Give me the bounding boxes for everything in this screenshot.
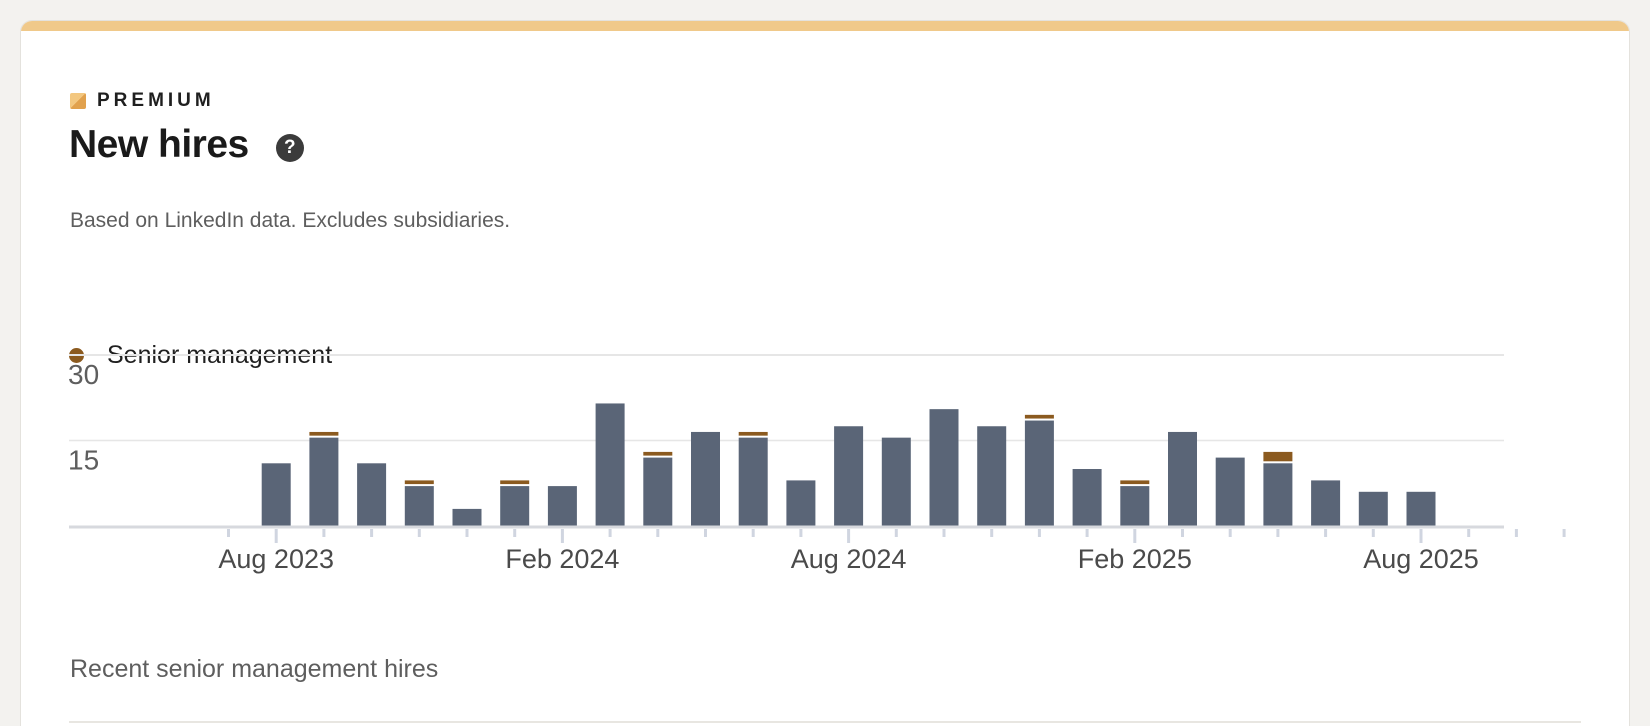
bar-all-hires — [1024, 420, 1054, 526]
bar-all-hires — [881, 437, 911, 526]
bar-senior-management — [738, 431, 768, 436]
recent-hires-section-title: Recent senior management hires — [70, 655, 439, 683]
bar-all-hires — [261, 463, 291, 526]
x-tick-label: Feb 2025 — [1078, 544, 1192, 574]
bar-all-hires — [1215, 457, 1245, 526]
bar-all-hires — [595, 403, 625, 526]
bar-all-hires — [1406, 491, 1436, 526]
bar-all-hires — [977, 426, 1007, 526]
bar-all-hires — [834, 426, 864, 526]
bar-all-hires — [738, 437, 768, 526]
bar-all-hires — [786, 480, 816, 526]
bar-all-hires — [452, 508, 482, 526]
bar-all-hires — [1358, 491, 1388, 526]
new-hires-bar-chart: 15 30 Aug 2023 Feb 2024 Aug 2024 Feb 2025 Aug … — [68, 354, 1566, 574]
x-tick-label: Aug 2023 — [218, 544, 334, 574]
bar-all-hires — [309, 437, 339, 526]
x-tick-label: Aug 2024 — [791, 544, 907, 574]
bar-senior-management — [643, 451, 673, 456]
bar-all-hires — [500, 486, 530, 526]
bar-all-hires — [1263, 463, 1293, 526]
bar-all-hires — [1168, 431, 1197, 526]
question-circle-icon[interactable]: ? — [275, 134, 304, 162]
card-title: New hires — [69, 123, 249, 166]
bar-senior-management — [1024, 414, 1054, 419]
card-subtitle: Based on LinkedIn data. Excludes subsidi… — [70, 209, 511, 232]
bar-all-hires — [357, 463, 387, 526]
bar-all-hires — [643, 457, 673, 526]
bar-all-hires — [1120, 486, 1150, 526]
bar-senior-management — [1263, 451, 1293, 462]
premium-badge: PREMIUM — [70, 90, 215, 112]
y-tick-label: 30 — [68, 359, 99, 390]
x-tick-label: Aug 2025 — [1363, 544, 1479, 574]
premium-label: PREMIUM — [97, 90, 215, 111]
y-tick-label: 15 — [68, 445, 99, 476]
bar-all-hires — [547, 486, 577, 526]
premium-icon — [70, 93, 86, 109]
card-accent-bar — [21, 21, 1629, 31]
section-divider — [69, 721, 1581, 723]
bar-senior-management — [404, 480, 434, 485]
x-tick-label: Feb 2024 — [505, 544, 619, 574]
card-header: New hires ? — [69, 123, 304, 167]
bar-all-hires — [1311, 480, 1341, 526]
bar-senior-management — [309, 431, 339, 436]
bar-all-hires — [929, 409, 959, 526]
new-hires-card: PREMIUM New hires ? Based on LinkedIn da… — [20, 20, 1630, 726]
bar-all-hires — [404, 486, 434, 526]
bar-senior-management — [1120, 480, 1150, 485]
bar-all-hires — [691, 431, 720, 526]
bar-senior-management — [500, 480, 530, 485]
bar-all-hires — [1072, 469, 1102, 526]
